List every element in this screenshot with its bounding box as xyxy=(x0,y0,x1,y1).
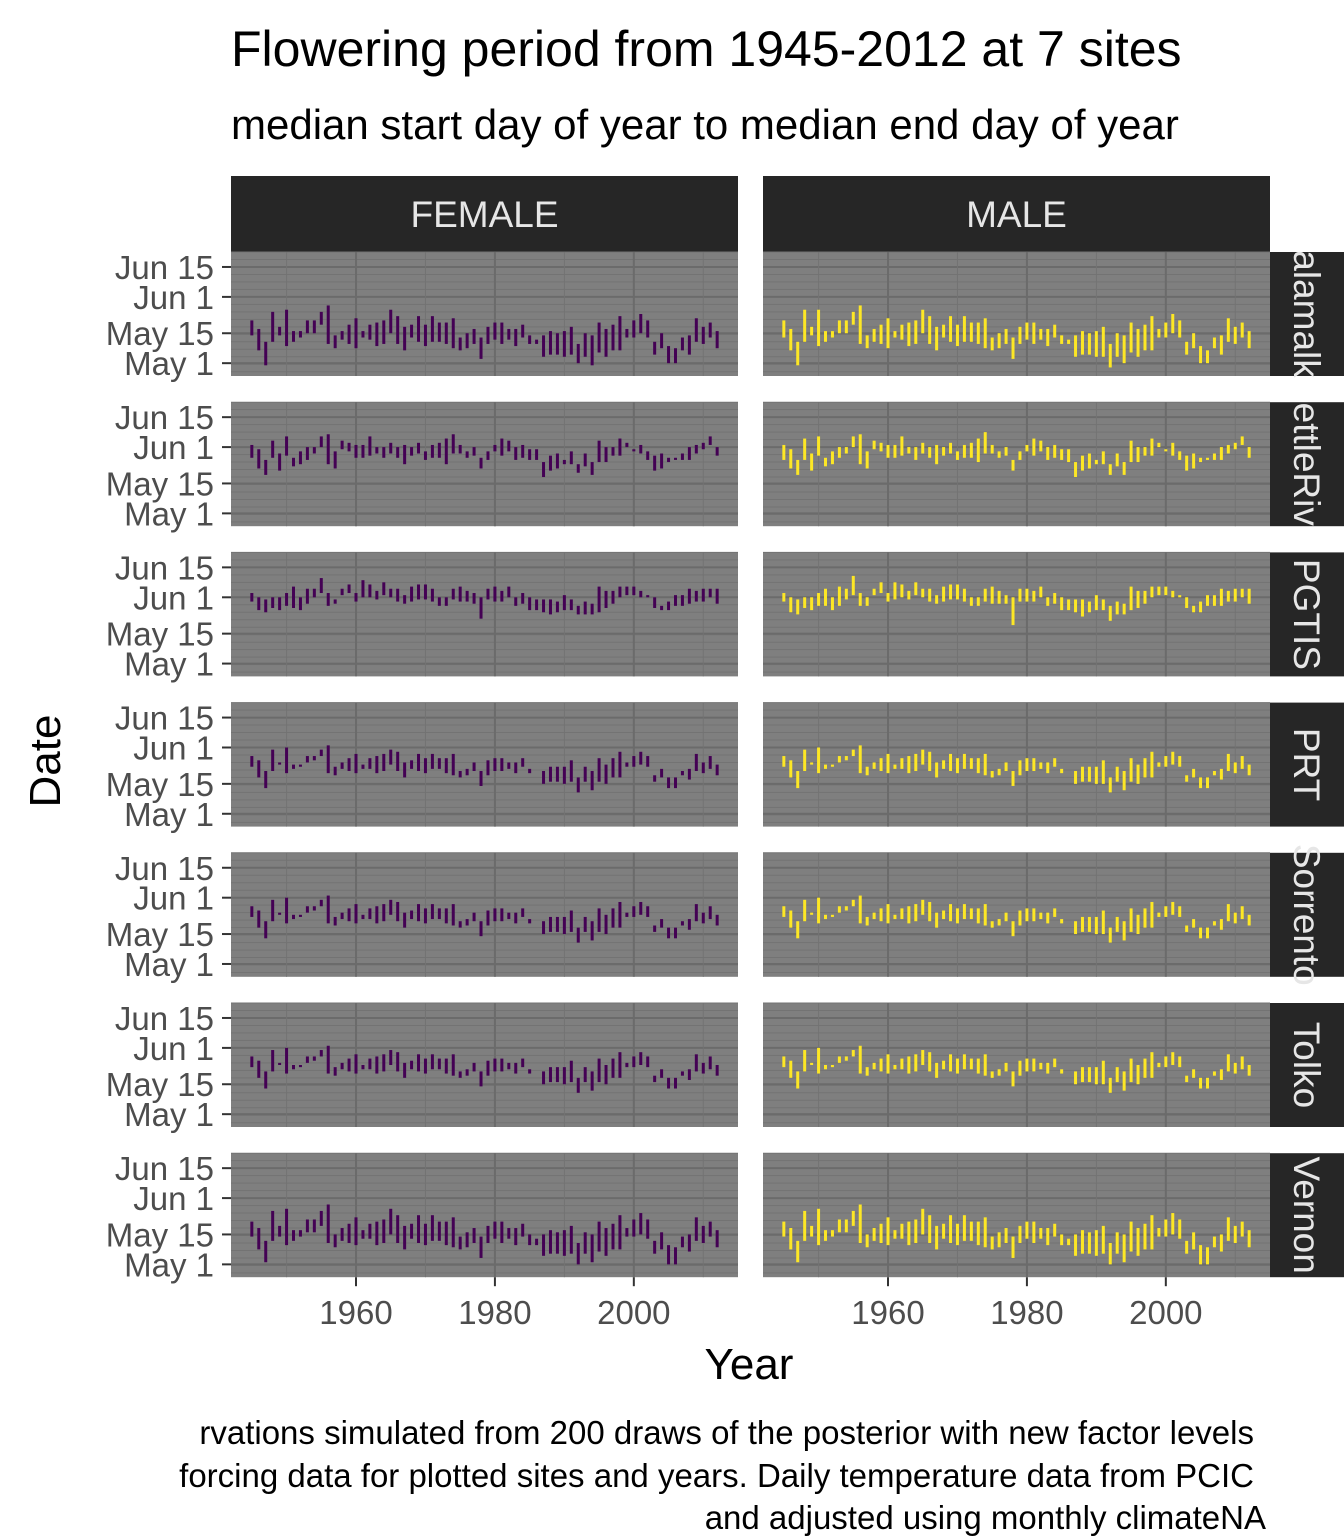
y-tick-label: Jun 1 xyxy=(133,880,214,917)
y-tick-label: Jun 1 xyxy=(133,729,214,766)
y-tick-label: May 15 xyxy=(106,1066,214,1103)
facet-strip-site xyxy=(1270,402,1344,527)
facet-strip-site-label: Vernon xyxy=(1286,1157,1327,1274)
plot-area: FEMALE MALE 1960 1980 2000 1960 1980 2000 alamal… xyxy=(106,176,1344,1331)
y-tick-label: May 1 xyxy=(124,646,214,683)
y-tick-label: Jun 1 xyxy=(133,279,214,316)
chart-title: Flowering period from 1945-2012 at 7 sit… xyxy=(231,21,1182,77)
y-tick-label: May 15 xyxy=(106,916,214,953)
y-tick-label: May 15 xyxy=(106,616,214,653)
facet-strip-site-label: Tolko xyxy=(1286,1022,1327,1108)
x-tick-label: 1960 xyxy=(319,1294,392,1331)
facet-panel xyxy=(763,552,1270,677)
y-tick-label: May 15 xyxy=(106,465,214,502)
y-tick-label: May 1 xyxy=(124,796,214,833)
facet-strip-site xyxy=(1270,702,1344,827)
y-tick-label: Jun 1 xyxy=(133,579,214,616)
facet-strip-site-label: PRT xyxy=(1286,728,1327,801)
facet-strip-site-label: alamalk xyxy=(1286,250,1327,378)
caption-line-1: rvations simulated from 200 draws of the… xyxy=(199,1414,1254,1451)
x-tick-label: 1980 xyxy=(990,1294,1063,1331)
facet-strip-female xyxy=(231,176,738,252)
facet-strip-site xyxy=(1270,1153,1344,1278)
y-tick-label: Jun 15 xyxy=(115,700,214,737)
y-tick-label: May 15 xyxy=(106,1216,214,1253)
chart-subtitle: median start day of year to median end d… xyxy=(231,101,1179,148)
y-tick-label: May 1 xyxy=(124,1246,214,1283)
facet-panel xyxy=(231,252,738,376)
x-tick-label: 1980 xyxy=(458,1294,531,1331)
y-tick-label: May 15 xyxy=(106,766,214,803)
y-tick-label: May 15 xyxy=(106,315,214,352)
facet-panel xyxy=(231,852,738,977)
facet-panel xyxy=(231,702,738,827)
y-tick-label: May 1 xyxy=(124,1096,214,1133)
facet-strip-site xyxy=(1270,552,1344,677)
facet-strip-label: FEMALE xyxy=(410,194,558,235)
caption: rvations simulated from 200 draws of the… xyxy=(179,1414,1266,1536)
facet-panel xyxy=(763,852,1270,977)
facet-strip-site-label: PGTIS xyxy=(1286,559,1327,670)
x-tick-label: 2000 xyxy=(597,1294,670,1331)
facet-panel xyxy=(231,1003,738,1127)
facet-panel xyxy=(763,1003,1270,1127)
facet-panel xyxy=(231,552,738,677)
y-tick-label: Jun 15 xyxy=(115,850,214,887)
y-tick-label: May 1 xyxy=(124,345,214,382)
facet-strip-site xyxy=(1270,852,1344,977)
y-tick-label: Jun 1 xyxy=(133,1030,214,1067)
x-axis-label: Year xyxy=(705,1340,794,1389)
caption-line-3: and adjusted using monthly climateNA xyxy=(705,1499,1266,1536)
y-tick-label: Jun 15 xyxy=(115,1150,214,1187)
facet-strip-male xyxy=(763,176,1270,252)
y-tick-label: Jun 1 xyxy=(133,1180,214,1217)
facet-panel xyxy=(763,1153,1270,1278)
facet-strip-site xyxy=(1270,1003,1344,1127)
y-tick-label: Jun 15 xyxy=(115,249,214,286)
y-tick-label: Jun 1 xyxy=(133,429,214,466)
y-axis-label: Date xyxy=(21,715,70,808)
facet-panel xyxy=(763,702,1270,827)
facet-panel xyxy=(231,1153,738,1278)
caption-line-2: forcing data for plotted sites and years… xyxy=(179,1457,1254,1494)
facet-strip-site-label: ettleRiv xyxy=(1286,403,1327,527)
x-tick-label: 1960 xyxy=(851,1294,924,1331)
facet-strip-site-label: Sorrento xyxy=(1286,844,1327,986)
y-tick-label: Jun 15 xyxy=(115,549,214,586)
x-tick-label: 2000 xyxy=(1129,1294,1202,1331)
y-tick-label: May 1 xyxy=(124,495,214,532)
y-tick-label: Jun 15 xyxy=(115,1000,214,1037)
facet-strip-label: MALE xyxy=(966,194,1067,235)
facet-panel xyxy=(763,252,1270,376)
facet-strip-site xyxy=(1270,252,1344,376)
y-tick-label: May 1 xyxy=(124,946,214,983)
y-tick-label: Jun 15 xyxy=(115,399,214,436)
